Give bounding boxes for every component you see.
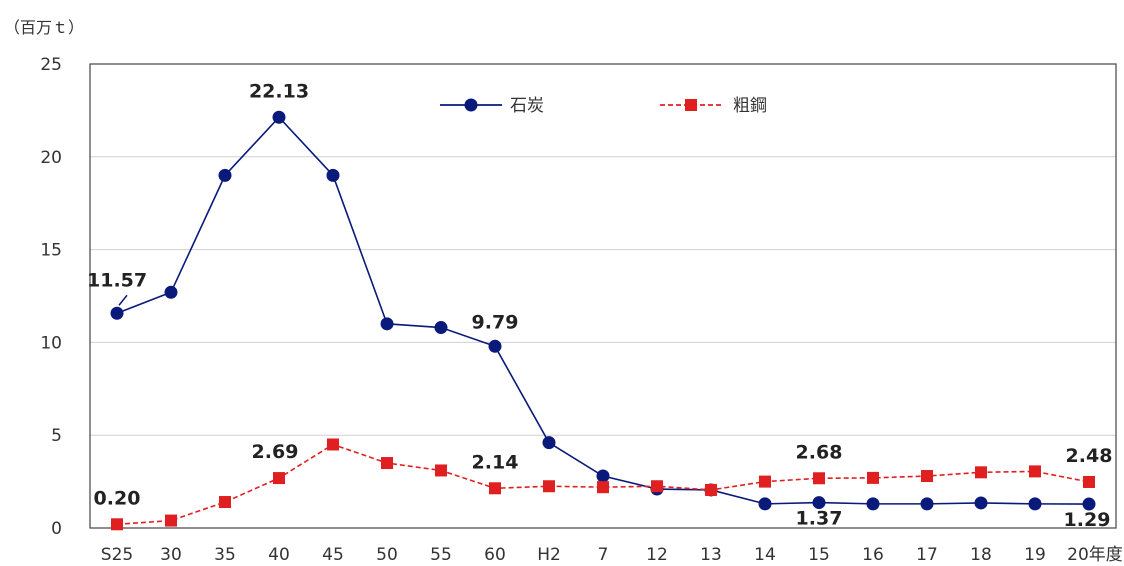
x-tick-label: 35: [214, 545, 236, 565]
series-layer: [110, 110, 1096, 531]
data-point: [381, 457, 393, 470]
data-point: [273, 472, 285, 485]
data-point: [974, 496, 988, 510]
data-point: [758, 497, 772, 511]
data-point: [380, 317, 394, 331]
y-unit-label: （百万ｔ）: [4, 18, 84, 37]
data-point: [759, 475, 771, 488]
y-tick-label: 0: [51, 519, 62, 539]
data-point: [867, 471, 879, 484]
x-tick-label: 30: [160, 545, 182, 565]
x-tick-label: 7: [598, 545, 609, 565]
data-label: 2.48: [1066, 445, 1113, 467]
data-point: [812, 496, 826, 510]
data-label: 9.79: [472, 311, 519, 333]
legend-item: 石炭: [440, 96, 544, 116]
legend: 石炭 粗鋼: [440, 96, 767, 116]
data-point: [326, 168, 340, 182]
x-tick-label: 13: [700, 545, 722, 565]
data-point: [165, 514, 177, 527]
data-point: [327, 438, 339, 451]
data-point: [1083, 475, 1095, 488]
data-point: [597, 481, 609, 494]
data-label: 2.68: [796, 441, 843, 463]
data-label: 11.57: [87, 269, 147, 291]
legend-item: 粗鋼: [660, 96, 767, 116]
y-tick-label: 20: [40, 148, 62, 168]
x-tick-label: 50: [376, 545, 398, 565]
data-label: 1.37: [796, 508, 843, 530]
x-tick-label: 40: [268, 545, 290, 565]
legend-label: 石炭: [510, 96, 544, 116]
data-point: [434, 321, 448, 335]
x-tick-label: S25: [101, 545, 133, 565]
data-point: [1029, 465, 1041, 478]
x-tick-label: 14: [754, 545, 776, 565]
x-tick-label: 45: [322, 545, 344, 565]
legend-marker: [464, 98, 478, 112]
data-point: [1028, 497, 1042, 511]
data-point: [488, 339, 502, 353]
y-tick-label: 25: [40, 55, 62, 75]
data-point: [164, 285, 178, 299]
x-axis-ticks: S25 30 35 40 45 50 55 60 H2 7 12 13 14 15 16 17 18 19 20年度: [101, 545, 1123, 565]
series-2: [111, 438, 1095, 531]
data-point: [272, 110, 286, 124]
data-label: 1.29: [1064, 509, 1111, 531]
legend-marker: [685, 99, 697, 111]
data-point: [218, 168, 232, 182]
data-point: [705, 483, 717, 496]
y-tick-label: 15: [40, 241, 62, 261]
y-tick-label: 10: [40, 333, 62, 353]
data-label: 22.13: [249, 80, 309, 102]
x-tick-label: 20年度: [1067, 545, 1123, 565]
x-tick-label: 19: [1024, 545, 1046, 565]
data-point: [111, 518, 123, 531]
data-label-layer: 11.57 22.13 9.79 1.37 1.29 0.20 2.69 2.14 2.68 2.…: [87, 80, 1112, 531]
x-tick-label: 60: [484, 545, 506, 565]
plot-area-frame: [89, 63, 1117, 529]
x-tick-label: 15: [808, 545, 830, 565]
x-tick-label: 12: [646, 545, 668, 565]
data-point: [813, 472, 825, 485]
data-point: [651, 480, 663, 493]
x-tick-label: 55: [430, 545, 452, 565]
data-label-leader: [118, 294, 128, 306]
data-point: [921, 470, 933, 483]
data-point: [542, 436, 556, 450]
data-label: 2.14: [472, 451, 519, 473]
x-tick-label: 16: [862, 545, 884, 565]
data-point: [920, 497, 934, 511]
data-label: 2.69: [252, 441, 299, 463]
data-point: [219, 496, 231, 509]
data-point: [975, 466, 987, 479]
x-tick-label: H2: [537, 545, 561, 565]
y-axis-ticks: 0 5 10 15 20 25: [40, 55, 62, 539]
legend-label: 粗鋼: [733, 96, 767, 116]
data-point: [110, 306, 124, 320]
y-tick-label: 5: [51, 426, 62, 446]
data-point: [435, 464, 447, 477]
gridlines: [90, 156, 1116, 436]
data-point: [489, 482, 501, 495]
data-point: [543, 480, 555, 493]
data-point: [866, 497, 880, 511]
data-label: 0.20: [94, 487, 141, 509]
data-point: [596, 469, 610, 483]
x-tick-label: 18: [970, 545, 992, 565]
data-point: [1082, 497, 1096, 511]
x-tick-label: 17: [916, 545, 938, 565]
